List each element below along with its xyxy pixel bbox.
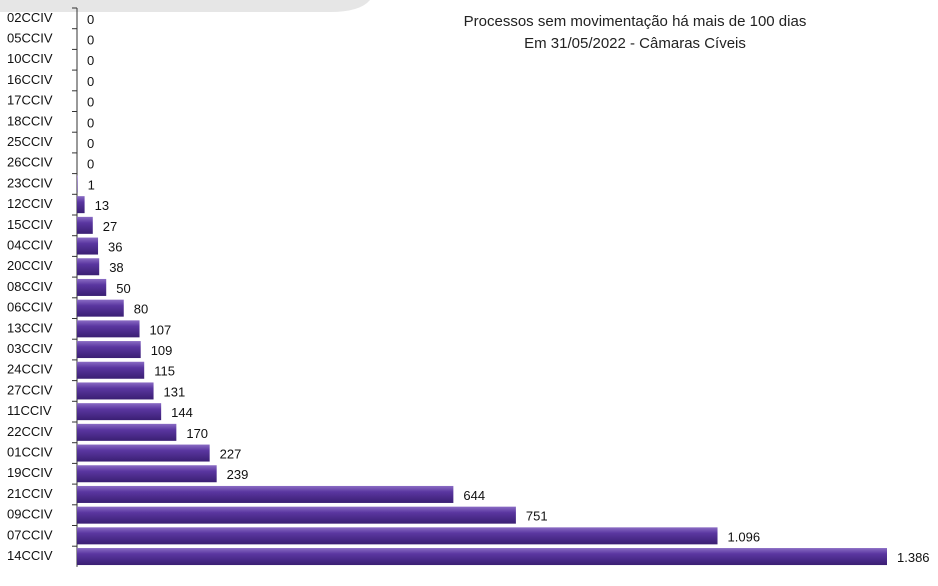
value-label: 0 (87, 53, 94, 68)
value-label: 1.386 (897, 550, 930, 565)
y-tick-label: 04CCIV (7, 237, 53, 252)
bar (77, 465, 217, 483)
y-tick-label: 18CCIV (7, 113, 53, 128)
y-tick-label: 03CCIV (7, 341, 53, 356)
y-tick-label: 08CCIV (7, 279, 53, 294)
value-label: 1.096 (728, 529, 761, 544)
y-tick-label: 26CCIV (7, 155, 53, 170)
y-tick-label: 22CCIV (7, 424, 53, 439)
chart-subtitle: Em 31/05/2022 - Câmaras Cíveis (524, 35, 746, 52)
value-label: 751 (526, 509, 548, 524)
y-tick-label: 24CCIV (7, 362, 53, 377)
y-tick-label: 17CCIV (7, 93, 53, 108)
value-label: 27 (103, 219, 117, 234)
bar (77, 403, 162, 421)
value-label: 0 (87, 115, 94, 130)
bar (77, 175, 78, 193)
bar (77, 196, 85, 214)
y-tick-label: 02CCIV (7, 10, 53, 25)
value-label: 0 (87, 32, 94, 47)
value-label: 227 (220, 446, 242, 461)
bar (77, 237, 99, 255)
value-label: 0 (87, 136, 94, 151)
bar (77, 258, 100, 276)
y-tick-label: 12CCIV (7, 196, 53, 211)
value-label: 0 (87, 95, 94, 110)
value-label: 131 (164, 384, 186, 399)
bar (77, 506, 516, 524)
y-tick-label: 16CCIV (7, 72, 53, 87)
value-label: 1 (88, 177, 95, 192)
value-label: 0 (87, 12, 94, 27)
value-label: 36 (108, 239, 122, 254)
value-label: 644 (463, 488, 485, 503)
y-tick-label: 19CCIV (7, 465, 53, 480)
y-tick-label: 13CCIV (7, 320, 53, 335)
value-label: 107 (150, 322, 172, 337)
y-tick-label: 15CCIV (7, 217, 53, 232)
y-tick-label: 27CCIV (7, 382, 53, 397)
value-label: 0 (87, 157, 94, 172)
y-tick-label: 25CCIV (7, 134, 53, 149)
bar (77, 423, 177, 441)
bar (77, 278, 107, 296)
y-tick-label: 10CCIV (7, 51, 53, 66)
bar (77, 361, 145, 379)
y-tick-label: 06CCIV (7, 300, 53, 315)
bar (77, 320, 140, 338)
bar (77, 341, 141, 359)
y-tick-label: 01CCIV (7, 444, 53, 459)
y-tick-label: 14CCIV (7, 548, 53, 563)
bar (77, 444, 210, 462)
y-tick-label: 11CCIV (7, 403, 52, 418)
value-label: 38 (109, 260, 123, 275)
value-label: 13 (95, 198, 109, 213)
header-decoration (0, 0, 370, 12)
value-label: 144 (171, 405, 193, 420)
y-tick-label: 23CCIV (7, 175, 53, 190)
value-label: 80 (134, 302, 148, 317)
y-tick-label: 20CCIV (7, 258, 53, 273)
value-label: 0 (87, 74, 94, 89)
bar (77, 299, 124, 317)
bar (77, 548, 887, 566)
bar (77, 216, 93, 234)
value-label: 239 (227, 467, 249, 482)
value-label: 115 (154, 364, 175, 379)
y-tick-label: 09CCIV (7, 507, 53, 522)
value-label: 170 (186, 426, 208, 441)
bar (77, 527, 718, 545)
bar (77, 382, 154, 400)
y-tick-label: 05CCIV (7, 30, 53, 45)
value-label: 109 (151, 343, 173, 358)
chart-title: Processos sem movimentação há mais de 10… (464, 13, 807, 30)
y-tick-label: 21CCIV (7, 486, 53, 501)
bar (77, 485, 454, 503)
value-label: 50 (116, 281, 130, 296)
y-tick-label: 07CCIV (7, 527, 53, 542)
